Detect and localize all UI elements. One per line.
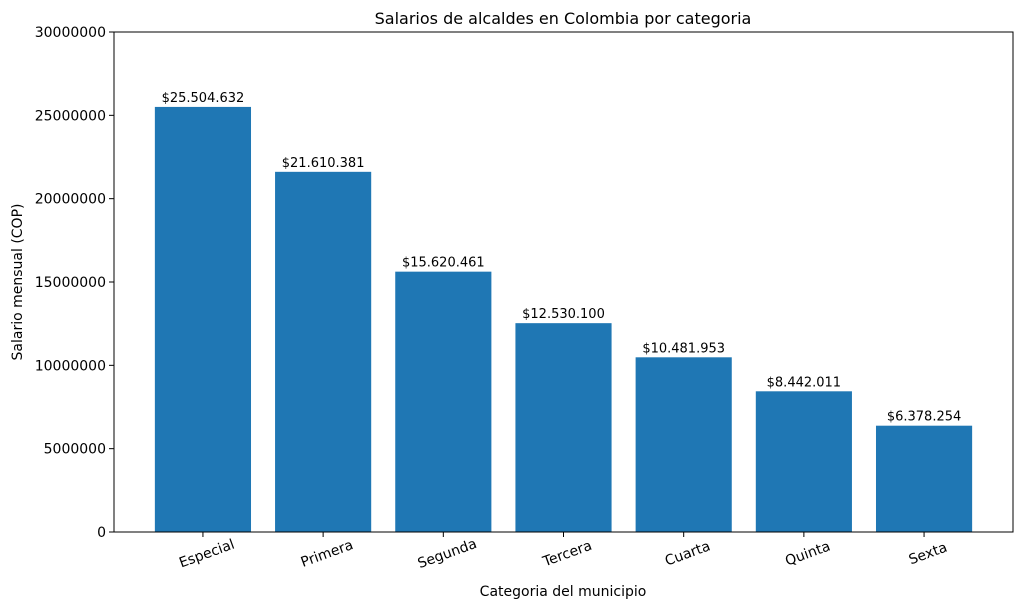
data-label: $25.504.632 (162, 91, 245, 106)
data-label: $8.442.011 (767, 375, 841, 390)
y-tick-label: 0 (97, 525, 106, 541)
x-axis-label: Categoria del municipio (480, 584, 647, 600)
bar-sexta (875, 425, 973, 532)
bar-primera (275, 171, 372, 533)
x-tick-label: Tercera (540, 538, 594, 571)
data-label: $15.620.461 (402, 256, 485, 271)
data-label: $10.481.953 (642, 341, 725, 356)
bar-tercera (515, 323, 612, 532)
x-tick-label: Segunda (416, 536, 479, 572)
data-label: $6.378.254 (887, 410, 961, 425)
data-label: $12.530.100 (522, 307, 605, 322)
x-tick-label: Sexta (907, 540, 950, 569)
y-tick-label: 10000000 (35, 358, 106, 374)
chart-title: Salarios de alcaldes en Colombia por cat… (375, 9, 752, 28)
x-tick-label: Quinta (783, 538, 832, 569)
bar-segunda (395, 271, 492, 532)
y-tick-label: 15000000 (35, 275, 106, 291)
y-axis-label: Salario mensual (COP) (10, 204, 26, 361)
bar-cuarta (635, 357, 732, 532)
y-tick-label: 20000000 (35, 192, 106, 208)
x-tick-label: Primera (299, 537, 356, 571)
y-tick-label: 30000000 (35, 25, 106, 41)
data-label: $21.610.381 (282, 156, 365, 171)
x-tick-label: Cuarta (663, 538, 713, 569)
plot-frame (113, 31, 1014, 533)
x-tick-label: Especial (177, 537, 237, 572)
bar-quinta (755, 391, 852, 532)
y-tick-label: 25000000 (35, 108, 106, 124)
y-tick-label: 5000000 (44, 442, 106, 458)
bar-especial (154, 106, 252, 533)
